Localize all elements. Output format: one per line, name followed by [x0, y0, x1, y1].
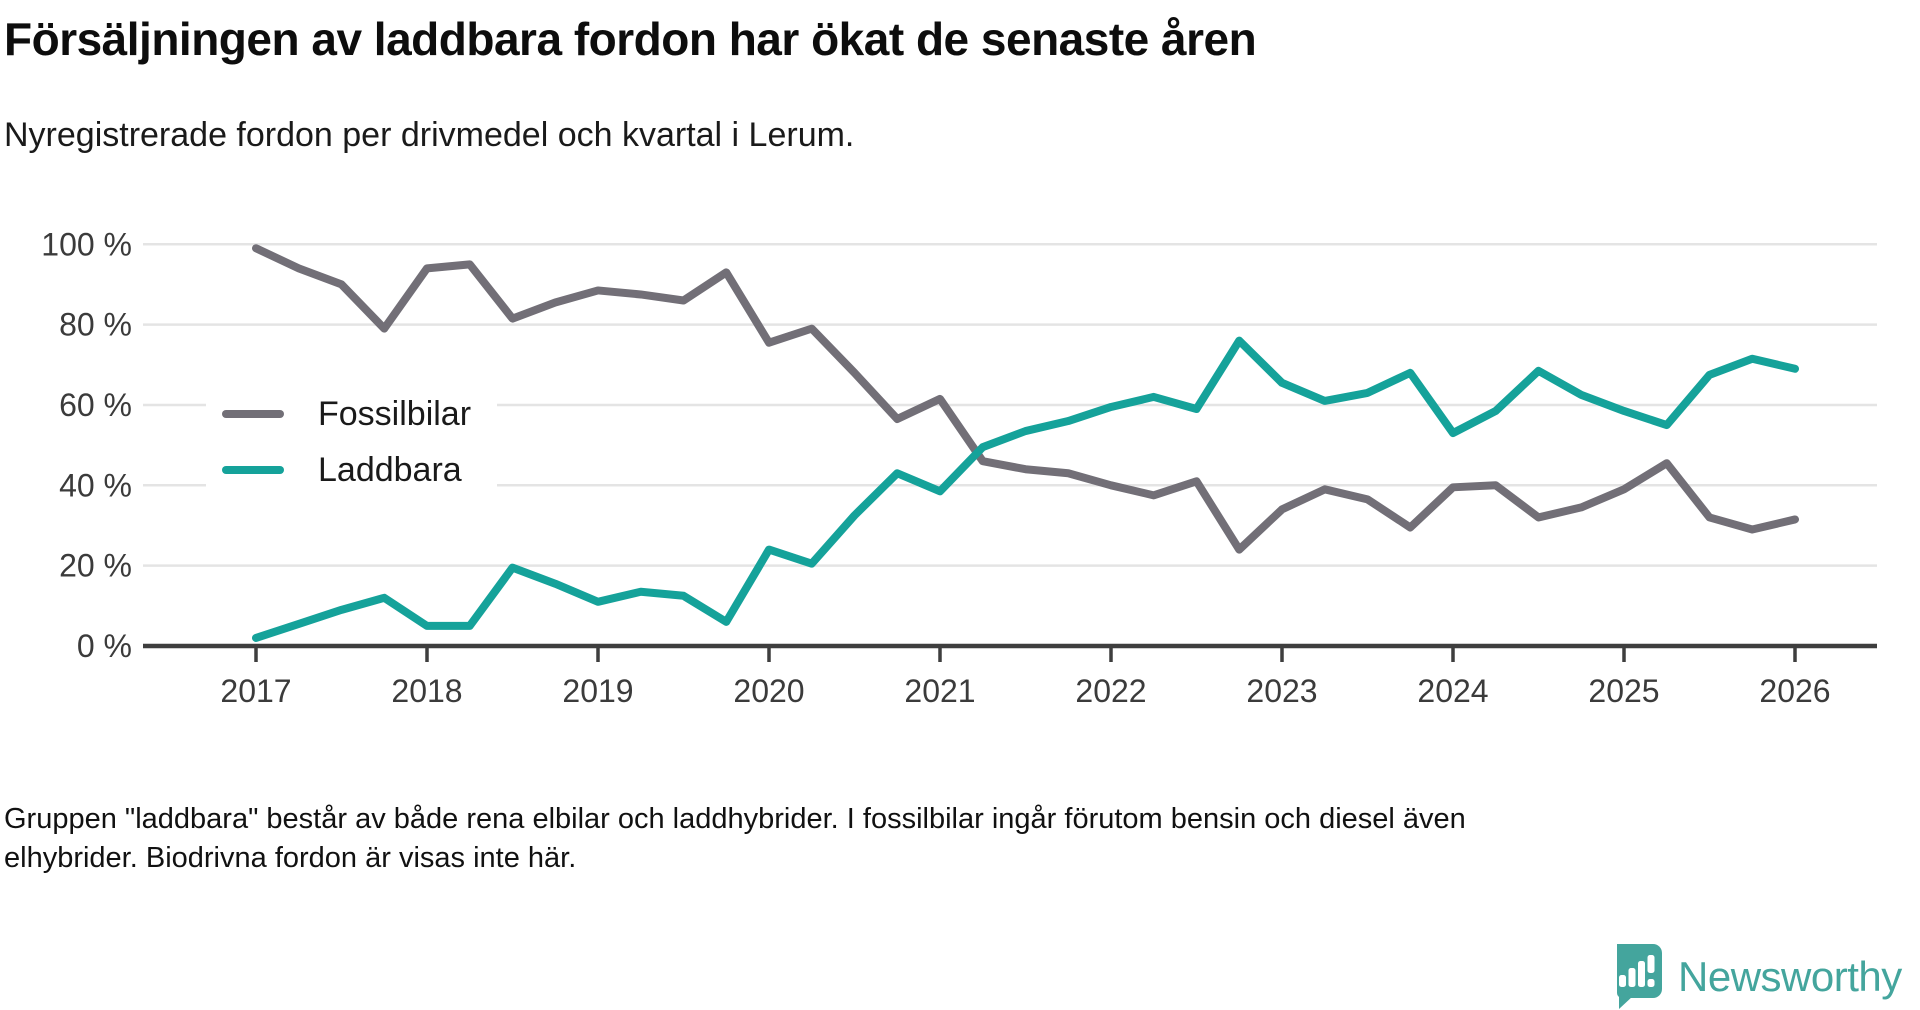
newsworthy-brand: Newsworthy	[1608, 944, 1902, 1010]
logo-exclamation-bar	[1647, 955, 1655, 973]
y-tick-label-20: 20 %	[59, 548, 132, 584]
x-tick-label-2023: 2023	[1246, 673, 1317, 709]
logo-bar-small	[1619, 975, 1626, 987]
legend-label-laddbara: Laddbara	[318, 450, 462, 489]
y-tick-label-40: 40 %	[59, 467, 132, 503]
y-tick-label-0: 0 %	[77, 628, 132, 664]
logo-bar-large	[1638, 961, 1645, 987]
footnote: Gruppen "laddbara" består av både rena e…	[4, 803, 1466, 874]
y-tick-label-80: 80 %	[59, 307, 132, 343]
logo-bar-medium	[1628, 968, 1636, 987]
logo-exclamation-dot	[1647, 979, 1655, 987]
x-tick-label-2022: 2022	[1075, 673, 1146, 709]
legend-label-fossilbilar: Fossilbilar	[318, 394, 472, 433]
page-title: Försäljningen av laddbara fordon har öka…	[4, 13, 1257, 65]
y-tick-label-60: 60 %	[59, 387, 132, 423]
x-tick-label-2020: 2020	[733, 673, 804, 709]
x-tick-label-2019: 2019	[562, 673, 633, 709]
x-tick-label-2024: 2024	[1417, 673, 1488, 709]
x-tick-label-2017: 2017	[220, 673, 291, 709]
page-subtitle: Nyregistrerade fordon per drivmedel och …	[4, 116, 855, 154]
x-tick-label-2021: 2021	[904, 673, 975, 709]
x-tick-label-2026: 2026	[1759, 673, 1830, 709]
legend: Fossilbilar Laddbara	[206, 392, 498, 492]
x-tick-label-2025: 2025	[1588, 673, 1659, 709]
laddbara-line	[252, 336, 1799, 642]
x-tick-label-2018: 2018	[391, 673, 462, 709]
fossilbilar-line	[252, 244, 1799, 554]
legend-item-fossilbilar: Fossilbilar	[206, 392, 498, 436]
legend-item-laddbara: Laddbara	[206, 448, 498, 492]
brand-name: Newsworthy	[1678, 953, 1902, 1000]
laddbara-swatch	[222, 466, 284, 474]
newsworthy-logo-icon	[1617, 944, 1662, 1009]
y-tick-label-100: 100 %	[41, 226, 132, 262]
fossilbilar-swatch	[222, 410, 284, 418]
